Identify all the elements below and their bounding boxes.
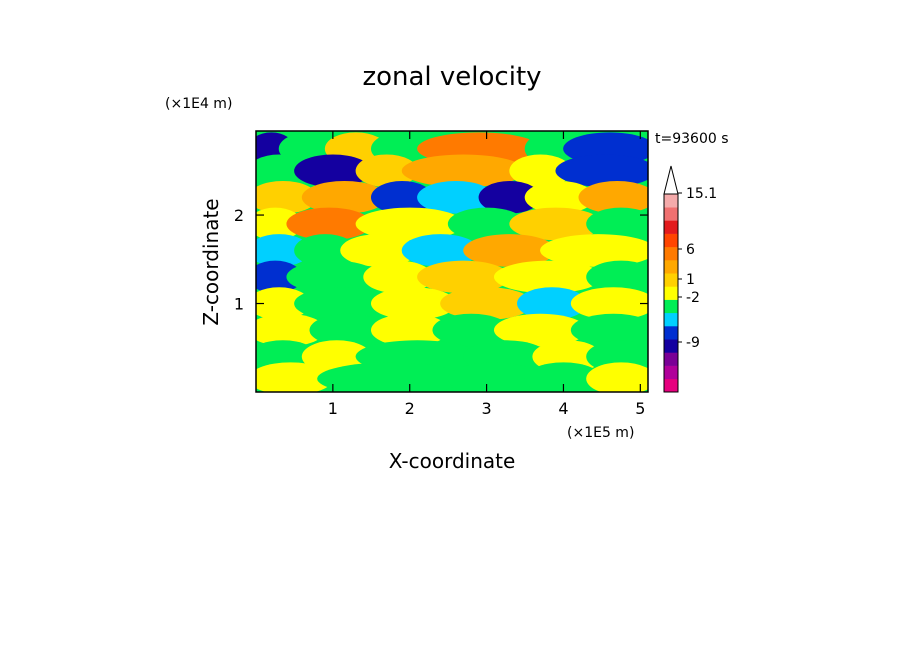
colorbar-segment (664, 339, 678, 353)
colorbar-segment (664, 299, 678, 314)
colorbar-segment (664, 194, 678, 208)
contour-region (294, 234, 357, 267)
contour-region (524, 181, 595, 214)
colorbar-label: 15.1 (686, 186, 717, 202)
contour-region (355, 207, 464, 241)
y-tick-label: 2 (234, 206, 244, 225)
contour-region (256, 154, 311, 188)
contour-region (401, 154, 526, 188)
colorbar-segment (664, 378, 678, 393)
contour-region (256, 287, 311, 320)
contour-region (493, 260, 603, 294)
x-axis: 1 2 3 4 5 (328, 131, 645, 418)
colorbar-extend-arrow (663, 165, 679, 195)
contour-region (256, 207, 303, 241)
contour-region (256, 234, 311, 267)
y-axis: 12 (234, 206, 648, 314)
contour-region (256, 313, 326, 347)
colorbar-label: 1 (686, 272, 695, 288)
chart-title: zonal velocity (362, 62, 541, 92)
y-axis-title: Z-coordinate (199, 198, 223, 325)
colorbar-frame (663, 193, 679, 393)
colorbar-segment (664, 246, 678, 261)
y-unit-label: (×1E4 m) (165, 96, 232, 112)
contour-region (370, 181, 434, 214)
contour-region (370, 313, 449, 347)
contour-region (355, 154, 418, 188)
x-tick-label: 1 (328, 399, 338, 418)
contour-region (286, 207, 372, 241)
contour-region (256, 260, 303, 294)
colorbar-segment (664, 286, 678, 300)
contour-region (317, 362, 464, 392)
contour-region (509, 207, 603, 241)
contour-region (363, 260, 434, 294)
contour-region (417, 181, 495, 214)
contour-region (447, 207, 526, 241)
plot-frame (255, 130, 649, 393)
contour-region (370, 287, 457, 320)
colorbar-labels: 15.1 6 1 -2 -9 (678, 186, 717, 351)
x-axis-title: X-coordinate (389, 449, 516, 473)
colorbar-segment (664, 207, 678, 221)
contour-region (340, 234, 418, 267)
contour-region (509, 154, 572, 188)
x-tick-label: 4 (558, 399, 568, 418)
contour-region (478, 181, 541, 214)
colorbar-segment (664, 352, 678, 366)
contour-region (578, 181, 648, 214)
contour-region (586, 260, 648, 294)
colorbar-segment (664, 326, 678, 340)
colorbar-segment (664, 365, 678, 380)
colorbar-label: -9 (686, 335, 700, 351)
contour-region (417, 260, 510, 294)
contour-region (570, 313, 648, 347)
contour-region (301, 181, 387, 214)
contour-region (309, 313, 387, 347)
contour-region (447, 362, 541, 392)
colorbar (663, 165, 679, 393)
x-tick-label: 5 (635, 399, 645, 418)
contour-region (463, 234, 557, 267)
contour-region (524, 362, 603, 392)
contour-region (440, 287, 534, 320)
colorbar-segment (664, 220, 678, 234)
y-tick-label: 1 (234, 295, 244, 314)
contour-region (294, 287, 387, 320)
contour-region (256, 362, 334, 392)
colorbar-segment (664, 312, 678, 327)
contour-region (493, 313, 587, 347)
contour-region (586, 362, 648, 392)
contour-region (570, 287, 648, 320)
x-tick-label: 3 (481, 399, 491, 418)
x-unit-label: (×1E5 m) (567, 425, 634, 441)
colorbar-segment (664, 233, 678, 248)
contour-region (586, 207, 648, 241)
contour-region (401, 234, 480, 267)
x-tick-label: 2 (405, 399, 415, 418)
contour-region (555, 154, 648, 188)
time-label: t=93600 s (655, 131, 729, 147)
contour-region (294, 154, 372, 188)
contour-region (432, 313, 510, 347)
contour-region (286, 260, 380, 294)
contour-region (517, 287, 587, 320)
colorbar-label: -2 (686, 290, 700, 306)
contour-region (256, 181, 318, 214)
colorbar-segment (664, 260, 678, 274)
contour-field (256, 131, 648, 392)
contour-region (540, 234, 648, 267)
colorbar-segment (664, 273, 678, 287)
colorbar-label: 6 (686, 242, 695, 258)
